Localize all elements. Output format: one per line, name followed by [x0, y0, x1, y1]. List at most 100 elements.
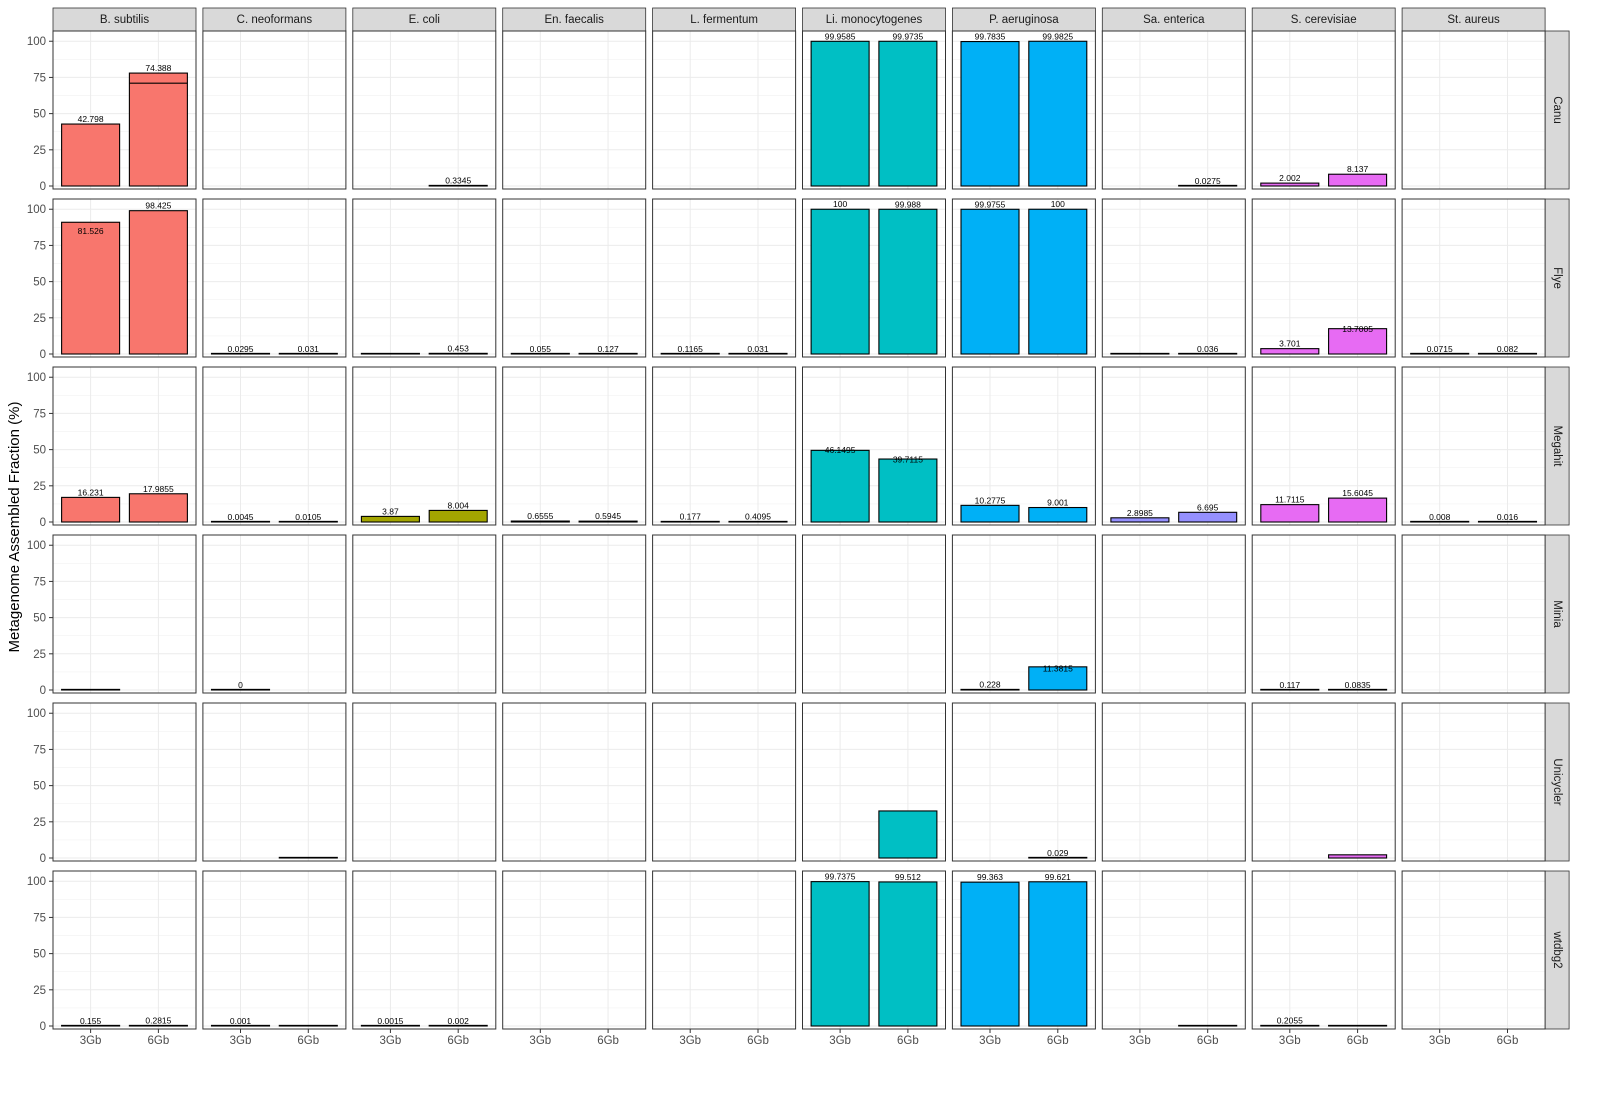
bar [510, 352, 570, 355]
facet-panel [52, 534, 197, 694]
panel-background [802, 535, 946, 693]
y-tick-label: 0 [40, 349, 46, 361]
bar [1260, 182, 1320, 187]
facet-panel: 0.228 11.3815 [951, 534, 1096, 694]
bar [61, 688, 121, 691]
bar [1178, 184, 1238, 187]
facet-panel: 0.036 [1101, 198, 1246, 358]
data-label: 46.1495 [825, 445, 856, 455]
data-label: 0.177 [680, 512, 702, 522]
panel-background [202, 199, 346, 357]
panel-background [1102, 535, 1246, 693]
facet-panel: 0.055 0.127 [502, 198, 647, 358]
data-label: 16.231 [78, 487, 104, 497]
data-label: 0.055 [530, 344, 552, 354]
panel-border [202, 366, 347, 526]
x-tick-label: 6Gb [297, 1035, 319, 1047]
bar [210, 520, 271, 523]
y-tick-label: 75 [33, 744, 46, 756]
bar [1110, 517, 1170, 523]
panel-border [1251, 30, 1396, 190]
x-tick-label: 6Gb [1347, 1035, 1369, 1047]
bar [61, 496, 121, 523]
facet-panel [652, 702, 797, 862]
bar [810, 208, 870, 355]
data-label: 99.363 [977, 872, 1003, 882]
facet-panel: 0.008 0.016 [1401, 366, 1546, 526]
bar [1328, 688, 1388, 691]
data-label: 98.425 [145, 201, 171, 211]
facet-panel: 0.453 [352, 198, 497, 358]
x-tick-label: 6Gb [747, 1035, 769, 1047]
data-label: 0.6555 [527, 511, 553, 521]
panel-border [52, 534, 197, 694]
panel-background [952, 703, 1096, 861]
panel-border [52, 198, 197, 358]
data-label: 99.621 [1045, 872, 1071, 882]
facet-panel: 2.002 8.137 [1251, 30, 1396, 190]
data-label: 0.031 [747, 344, 769, 354]
panel-border [951, 198, 1096, 358]
bar [61, 221, 121, 355]
data-label: 0.2055 [1277, 1016, 1303, 1026]
data-label: 11.3815 [1043, 664, 1073, 674]
y-tick-label: 25 [33, 817, 46, 829]
panel-border [352, 870, 497, 1030]
data-label: 99.9585 [825, 31, 856, 41]
facet-panel [352, 534, 497, 694]
data-label: 6.695 [1197, 502, 1219, 512]
y-tick-label: 0 [40, 853, 46, 865]
data-label: 0.016 [1497, 512, 1519, 522]
facet-panel: 0.3345 [352, 30, 497, 190]
bar [660, 520, 720, 523]
panel-border [802, 702, 946, 862]
facet-panel [652, 30, 797, 190]
data-label: 99.7375 [825, 872, 856, 882]
bar [810, 40, 870, 187]
panel-border [202, 198, 347, 358]
bar [210, 688, 271, 691]
panel-border [202, 870, 347, 1030]
panel-border [502, 198, 647, 358]
panel-background [1402, 199, 1546, 357]
facet-panel [502, 534, 647, 694]
panel-border [502, 30, 647, 190]
x-tick-label: 3Gb [979, 1035, 1001, 1047]
facet-panel: 16.231 17.9855 [52, 366, 197, 526]
column-strip-label: En. faecalis [544, 14, 604, 26]
panel-background [1402, 31, 1546, 189]
panel-border [52, 702, 197, 862]
bar [1477, 520, 1538, 523]
panel-border [1401, 366, 1546, 526]
facet-strip-top: E. coli [352, 7, 497, 32]
panel-border [802, 198, 946, 358]
y-axis-title: Metagenome Assembled Fraction (%) [6, 402, 23, 653]
x-tick-label: 3Gb [230, 1035, 252, 1047]
strip-background [1544, 366, 1570, 526]
panel-background [1102, 871, 1246, 1029]
data-label: 0.2815 [145, 1016, 171, 1026]
facet-panel: 46.1495 39.7115 [802, 366, 946, 526]
column-strip-label: B. subtilis [100, 14, 149, 26]
data-label: 3.701 [1279, 339, 1301, 349]
panel-border [652, 870, 797, 1030]
bar [878, 40, 938, 187]
data-label: 74.388 [145, 63, 171, 73]
panel-border [52, 30, 197, 190]
facet-panel [802, 702, 946, 862]
x-tick-label: 3Gb [529, 1035, 551, 1047]
bar [210, 352, 271, 355]
row-strip-label: Megahit [1551, 426, 1563, 468]
panel-border [1251, 198, 1396, 358]
data-label: 3.87 [382, 506, 399, 516]
strip-background [1544, 534, 1570, 694]
panel-border [951, 366, 1096, 526]
panel-background [1102, 367, 1246, 525]
panel-border [352, 198, 497, 358]
panel-border [1401, 198, 1546, 358]
x-axis: 3Gb 6Gb [679, 1029, 769, 1047]
y-tick-label: 100 [27, 540, 46, 552]
facet-panel: 0.6555 0.5945 [502, 366, 647, 526]
x-tick-label: 6Gb [897, 1035, 919, 1047]
